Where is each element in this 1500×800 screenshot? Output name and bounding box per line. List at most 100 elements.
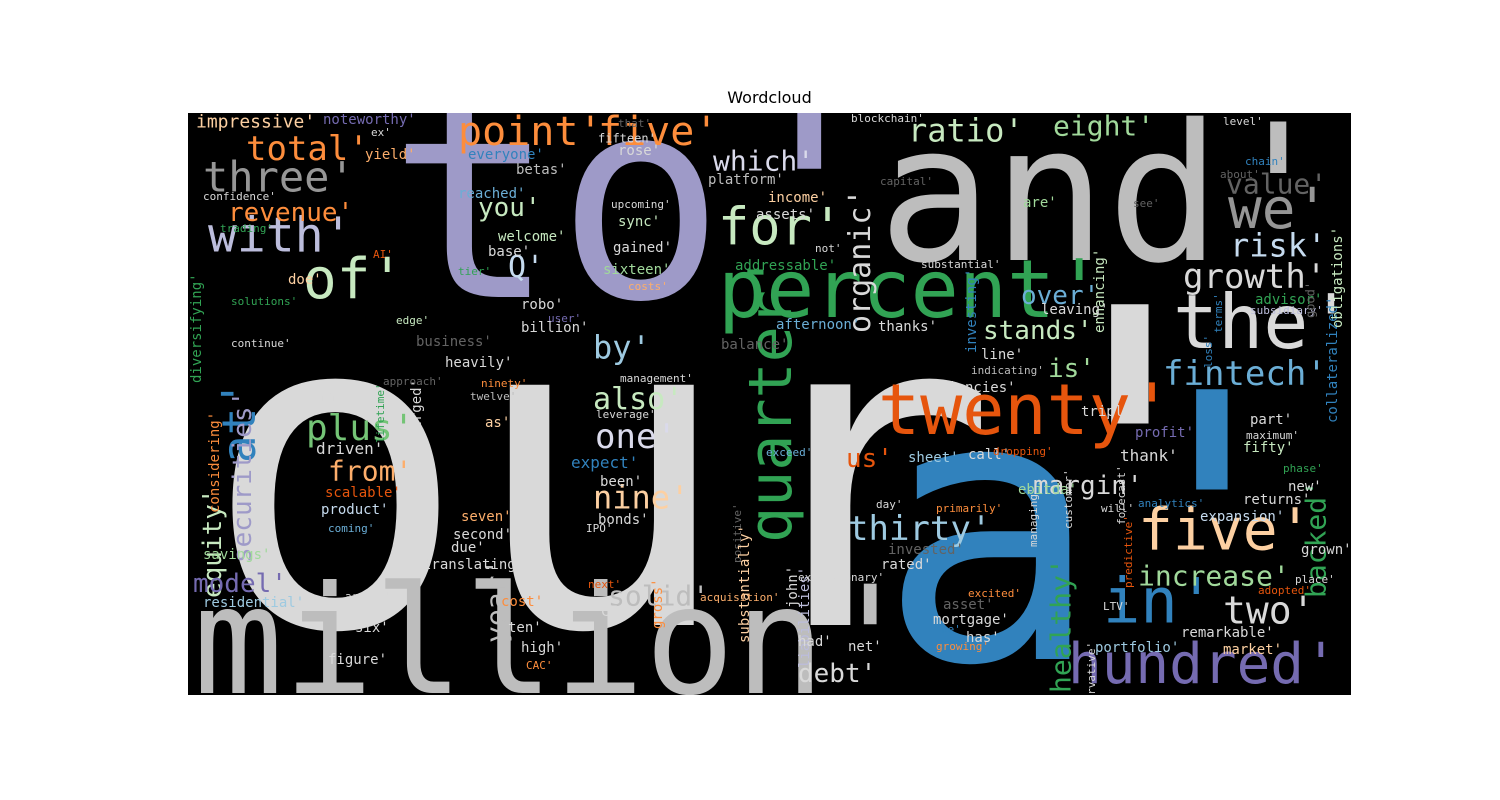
word-90: about'	[1220, 168, 1260, 181]
word-63: betas'	[516, 162, 567, 178]
word-72: sixteen'	[603, 262, 670, 278]
word-133: dropping'	[993, 445, 1053, 458]
word-193: market'	[1223, 642, 1282, 658]
word-192: portfolio'	[1095, 640, 1179, 656]
word-97: doe'	[288, 272, 322, 288]
word-191: has'	[966, 630, 1000, 646]
word-89: chain'	[1245, 155, 1285, 168]
word-164: conservative'	[1085, 642, 1098, 695]
word-144: ebitda'	[1018, 482, 1077, 498]
word-5: percent'	[718, 243, 1103, 336]
word-85: subsidiary'	[1250, 304, 1323, 317]
word-106: user'	[548, 312, 581, 325]
word-99: surged'	[409, 379, 425, 438]
word-95: diversifying'	[189, 273, 205, 383]
word-179: six'	[355, 620, 389, 636]
word-146: returns'	[1243, 492, 1310, 508]
word-123: predictive'	[1122, 515, 1135, 588]
word-157: savings'	[203, 547, 270, 563]
word-55: noteworthy'	[323, 113, 416, 128]
word-54: impressive'	[196, 113, 315, 132]
word-141: been'	[600, 474, 642, 490]
word-73: base'	[488, 244, 530, 260]
word-22: eight'	[1053, 113, 1154, 142]
word-172: next'	[588, 578, 621, 591]
word-112: heavily'	[445, 355, 512, 371]
word-151: will'	[1101, 502, 1134, 515]
word-42: year'	[479, 559, 512, 643]
word-36: also'	[593, 382, 683, 417]
word-17: we'	[1228, 177, 1329, 242]
word-12: of'	[303, 247, 404, 312]
word-37: plus'	[306, 408, 414, 449]
word-83: leaving'	[1041, 302, 1108, 318]
word-186: figure'	[328, 652, 387, 668]
word-20: total'	[246, 129, 369, 169]
word-181: CEO'	[601, 604, 635, 620]
word-132: call'	[968, 447, 1010, 463]
word-98: tier'	[458, 265, 491, 278]
word-100: solutions'	[231, 295, 297, 308]
word-158: second'	[453, 527, 512, 543]
word-183: LTV'	[1103, 600, 1130, 613]
word-13: in'	[1103, 565, 1215, 638]
word-189: had'	[798, 634, 832, 650]
word-10: five'	[1138, 495, 1313, 563]
word-45: healthy'	[1044, 558, 1077, 693]
word-114: indicating'	[971, 364, 1044, 377]
word-52: debt'	[798, 659, 876, 689]
word-128: john'	[785, 566, 801, 608]
word-51: solid'	[608, 579, 709, 612]
word-28: fintech'	[1163, 354, 1327, 394]
word-190: be'	[941, 623, 961, 636]
word-19: three'	[203, 153, 355, 202]
word-159: IPO'	[586, 522, 613, 535]
word-130: maximum'	[1246, 429, 1299, 442]
word-24: which'	[713, 144, 814, 177]
word-113: line'	[981, 347, 1023, 363]
word-120: positive'	[731, 503, 744, 563]
word-56: yield'	[365, 147, 416, 163]
word-87: obligations'	[1330, 227, 1346, 328]
word-14: for'	[718, 198, 843, 258]
word-3: and'	[878, 113, 1336, 305]
word-150: primarily'	[936, 502, 1002, 515]
word-101: lifetime'	[374, 383, 387, 443]
word-86: collateralized'	[1325, 297, 1341, 423]
word-118: approach'	[383, 375, 443, 388]
word-168: around'	[345, 590, 391, 603]
word-29: revenue'	[228, 198, 353, 228]
word-65: upcoming'	[611, 198, 671, 211]
word-135: phase'	[1283, 462, 1323, 475]
word-125: leverage'	[596, 408, 656, 421]
word-196: growing'	[936, 640, 989, 653]
word-91: terms'	[1212, 293, 1225, 333]
word-18: at'	[212, 380, 266, 463]
word-68: assets'	[756, 207, 815, 223]
word-8: hundred'	[1068, 632, 1338, 695]
word-1: to'	[388, 113, 894, 364]
word-138: thank'	[1120, 446, 1178, 465]
word-129: part'	[1250, 412, 1292, 428]
word-184: mortgage'	[933, 612, 1009, 628]
word-66: platform'	[708, 172, 784, 188]
word-82: substantial'	[921, 258, 1000, 271]
word-152: analytics'	[1138, 497, 1204, 510]
word-78: are'	[1023, 195, 1057, 211]
word-44: thirty'	[848, 509, 991, 549]
word-145: new'	[1288, 479, 1322, 495]
word-124: have'	[316, 386, 364, 405]
word-11: with'	[208, 207, 353, 263]
word-162: rated'	[881, 557, 932, 573]
word-185: remarkable'	[1181, 625, 1274, 641]
word-9: quarter'	[736, 254, 806, 543]
word-40: equity'	[198, 488, 228, 598]
word-176: adopted'	[1258, 584, 1311, 597]
word-61: blockchain'	[851, 113, 924, 125]
word-30: you'	[478, 193, 541, 223]
word-74: costs'	[628, 280, 668, 293]
word-31: Q'	[508, 250, 544, 285]
word-160: due'	[451, 540, 485, 556]
word-187: high'	[521, 640, 563, 656]
word-77: capital'	[880, 175, 933, 188]
